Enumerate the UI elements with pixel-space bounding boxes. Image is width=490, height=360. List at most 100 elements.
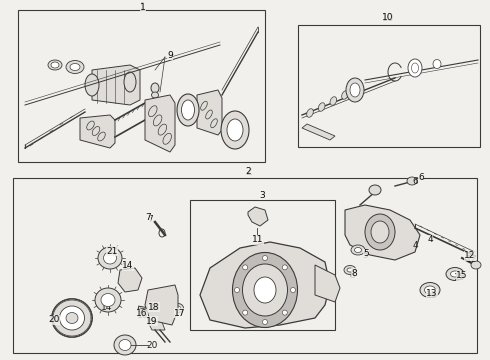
Polygon shape [80, 115, 115, 148]
Text: 13: 13 [426, 289, 438, 298]
Ellipse shape [282, 265, 287, 270]
Ellipse shape [114, 335, 136, 355]
Ellipse shape [221, 111, 249, 149]
Ellipse shape [342, 91, 348, 99]
Text: 10: 10 [382, 13, 394, 23]
Ellipse shape [433, 59, 441, 68]
Text: 2: 2 [245, 167, 251, 177]
Ellipse shape [254, 277, 276, 303]
Ellipse shape [344, 266, 356, 274]
Ellipse shape [446, 267, 464, 280]
Bar [18, 10, 265, 162]
Ellipse shape [330, 97, 337, 105]
Ellipse shape [263, 320, 268, 324]
Text: 9: 9 [167, 50, 173, 59]
Ellipse shape [158, 301, 162, 305]
Ellipse shape [151, 83, 159, 93]
Text: 20: 20 [49, 315, 61, 324]
Ellipse shape [227, 119, 243, 141]
Text: 16: 16 [136, 310, 148, 319]
Ellipse shape [232, 252, 297, 328]
Text: 1: 1 [140, 3, 146, 12]
Text: 9: 9 [167, 50, 173, 59]
Ellipse shape [103, 252, 117, 264]
Text: 6: 6 [412, 177, 418, 186]
Ellipse shape [471, 261, 481, 269]
Text: 1: 1 [140, 2, 146, 12]
Text: 8: 8 [349, 270, 355, 279]
Ellipse shape [369, 185, 381, 195]
Text: 15: 15 [456, 271, 468, 280]
Ellipse shape [151, 92, 158, 98]
Text: 17: 17 [174, 309, 186, 318]
Ellipse shape [371, 221, 389, 243]
Ellipse shape [52, 299, 92, 337]
Ellipse shape [235, 288, 240, 292]
Ellipse shape [70, 63, 80, 71]
Text: 18: 18 [148, 302, 160, 311]
Ellipse shape [177, 94, 199, 126]
Ellipse shape [407, 177, 417, 185]
Text: 20: 20 [147, 341, 158, 350]
Ellipse shape [48, 60, 62, 70]
Text: 7: 7 [145, 213, 151, 222]
Bar [190, 200, 335, 330]
Ellipse shape [347, 268, 353, 272]
Text: 14: 14 [122, 262, 134, 271]
Text: 12: 12 [466, 256, 478, 265]
Ellipse shape [155, 299, 165, 307]
Ellipse shape [365, 214, 395, 250]
Text: 11: 11 [252, 235, 264, 244]
Polygon shape [197, 90, 222, 135]
Text: 5: 5 [362, 251, 368, 260]
Text: 3: 3 [259, 190, 265, 199]
Text: 5: 5 [363, 249, 369, 258]
Ellipse shape [175, 306, 180, 310]
Ellipse shape [412, 63, 418, 73]
Polygon shape [145, 95, 175, 152]
Ellipse shape [59, 306, 84, 330]
Ellipse shape [354, 248, 362, 252]
Ellipse shape [243, 265, 248, 270]
Text: 7: 7 [147, 216, 153, 225]
Text: 3: 3 [259, 190, 265, 199]
Ellipse shape [450, 271, 460, 277]
Polygon shape [200, 242, 330, 328]
Ellipse shape [318, 103, 325, 111]
Polygon shape [315, 265, 340, 302]
Bar [298, 25, 480, 147]
Bar [13, 178, 477, 353]
Text: 8: 8 [351, 269, 357, 278]
Ellipse shape [408, 59, 422, 77]
Ellipse shape [351, 245, 365, 255]
Ellipse shape [51, 62, 59, 68]
Ellipse shape [346, 78, 364, 102]
Text: 18: 18 [149, 303, 161, 312]
Text: 20: 20 [49, 315, 60, 324]
Ellipse shape [424, 286, 436, 294]
Text: 4: 4 [427, 235, 433, 244]
Ellipse shape [282, 310, 287, 315]
Text: 17: 17 [174, 310, 186, 319]
Ellipse shape [98, 247, 122, 269]
Ellipse shape [124, 72, 136, 92]
Ellipse shape [95, 288, 121, 312]
Text: 10: 10 [382, 13, 394, 22]
Ellipse shape [420, 283, 440, 297]
Polygon shape [145, 285, 178, 325]
Polygon shape [118, 268, 142, 292]
Text: 16: 16 [137, 310, 149, 320]
Text: 14: 14 [101, 303, 113, 312]
Text: 21: 21 [106, 247, 118, 256]
Ellipse shape [101, 293, 115, 306]
Ellipse shape [263, 256, 268, 261]
Text: 13: 13 [426, 291, 438, 300]
Ellipse shape [243, 310, 248, 315]
Ellipse shape [66, 312, 78, 324]
Ellipse shape [85, 74, 99, 96]
Text: 6: 6 [418, 172, 424, 181]
Text: 11: 11 [252, 235, 264, 244]
Ellipse shape [350, 83, 360, 97]
Ellipse shape [119, 339, 131, 351]
Text: 14: 14 [122, 261, 134, 270]
